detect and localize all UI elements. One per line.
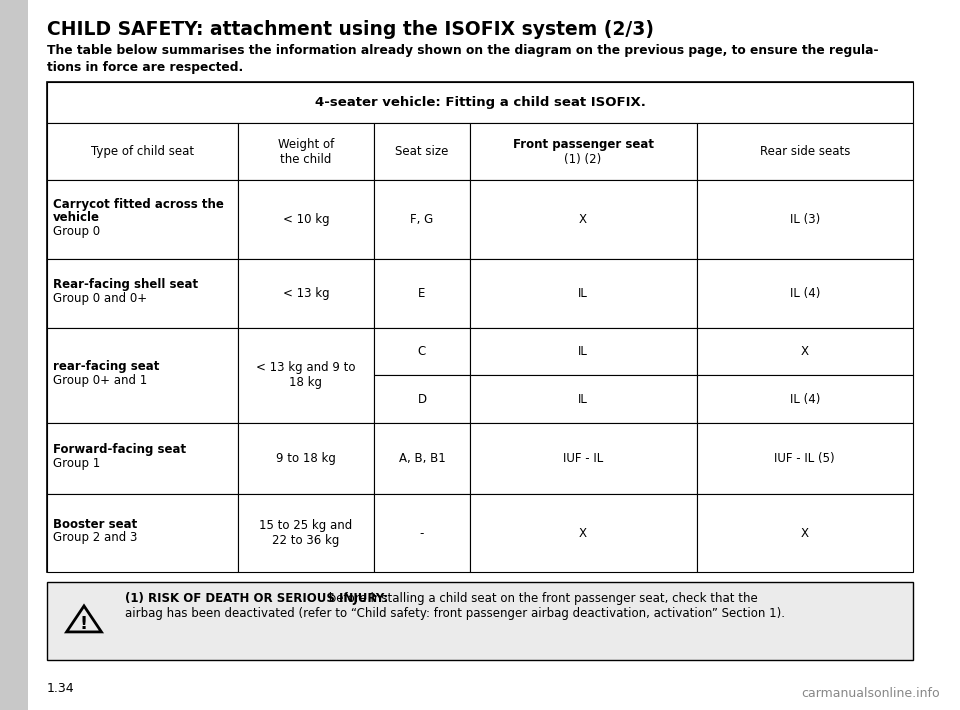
Text: X: X [801,527,808,540]
Text: Front passenger seat: Front passenger seat [513,138,654,151]
Text: Seat size: Seat size [396,145,448,158]
Text: IL: IL [578,345,588,358]
Bar [697,180,913,259]
Bar [374,376,469,423]
Bar [469,259,697,328]
Bar [697,494,913,572]
Text: IL (3): IL (3) [790,214,820,226]
Text: Weight of
the child: Weight of the child [277,138,334,165]
Bar [47,494,237,572]
Text: < 13 kg and 9 to
18 kg: < 13 kg and 9 to 18 kg [256,361,356,390]
Text: X: X [579,527,588,540]
Text: airbag has been deactivated (refer to “Child safety: front passenger airbag deac: airbag has been deactivated (refer to “C… [125,607,785,620]
Bar [47,82,913,572]
Bar [237,180,374,259]
Bar [374,259,469,328]
Bar [469,123,697,180]
Text: Group 0+ and 1: Group 0+ and 1 [53,373,147,387]
Bar [469,376,697,423]
Text: A, B, B1: A, B, B1 [398,452,445,465]
Bar [237,123,374,180]
Bar [47,582,913,660]
Bar [47,328,237,423]
Text: CHILD SAFETY: attachment using the ISOFIX system (2/3): CHILD SAFETY: attachment using the ISOFI… [47,20,654,39]
Bar [47,423,237,494]
Bar [469,423,697,494]
Bar [469,494,697,572]
Bar [0,0,28,710]
Bar [237,494,374,572]
Text: (1) (2): (1) (2) [564,153,602,166]
Text: !: ! [80,615,88,633]
Bar [237,259,374,328]
Bar [237,423,374,494]
Text: Type of child seat: Type of child seat [90,145,194,158]
Text: < 10 kg: < 10 kg [282,214,329,226]
Text: 15 to 25 kg and
22 to 36 kg: 15 to 25 kg and 22 to 36 kg [259,519,352,547]
Text: IL (4): IL (4) [789,287,820,300]
Text: IUF - IL (5): IUF - IL (5) [775,452,835,465]
Text: Forward-facing seat: Forward-facing seat [53,444,186,457]
Bar [237,328,374,423]
Bar [374,180,469,259]
Bar [47,259,237,328]
Bar [374,123,469,180]
Text: Group 0 and 0+: Group 0 and 0+ [53,292,147,305]
Text: 4-seater vehicle: Fitting a child seat ISOFIX.: 4-seater vehicle: Fitting a child seat I… [315,96,645,109]
Text: Rear side seats: Rear side seats [759,145,850,158]
Text: (1) RISK OF DEATH OR SERIOUS INJURY:: (1) RISK OF DEATH OR SERIOUS INJURY: [125,592,388,605]
Text: The table below summarises the information already shown on the diagram on the p: The table below summarises the informati… [47,44,878,74]
Text: X: X [579,214,588,226]
Text: C: C [418,345,426,358]
Text: X: X [801,345,808,358]
Text: IL (4): IL (4) [789,393,820,406]
Text: before installing a child seat on the front passenger seat, check that the: before installing a child seat on the fr… [324,592,757,605]
Text: 1.34: 1.34 [47,682,75,694]
Bar [697,423,913,494]
Text: Rear-facing shell seat: Rear-facing shell seat [53,278,198,291]
Text: F, G: F, G [410,214,434,226]
Bar [374,494,469,572]
Text: rear-facing seat: rear-facing seat [53,360,159,373]
Text: vehicle: vehicle [53,212,100,224]
Text: carmanualsonline.info: carmanualsonline.info [802,687,940,700]
Bar [697,123,913,180]
Bar [697,259,913,328]
Bar [469,328,697,376]
Text: 9 to 18 kg: 9 to 18 kg [276,452,336,465]
Text: < 13 kg: < 13 kg [282,287,329,300]
Text: E: E [419,287,425,300]
Bar [374,328,469,376]
Text: Group 0: Group 0 [53,225,100,238]
Bar [374,423,469,494]
Text: IL: IL [578,287,588,300]
Text: IL: IL [578,393,588,406]
Text: Carrycot fitted across the: Carrycot fitted across the [53,198,224,211]
Bar [47,123,237,180]
Text: D: D [418,393,426,406]
Text: Group 1: Group 1 [53,457,100,470]
Bar [47,82,913,123]
Bar [469,180,697,259]
Bar [47,180,237,259]
Bar [697,328,913,376]
Text: Group 2 and 3: Group 2 and 3 [53,531,137,545]
Text: -: - [420,527,424,540]
Text: Booster seat: Booster seat [53,518,137,531]
Text: IUF - IL: IUF - IL [563,452,603,465]
Bar [697,376,913,423]
